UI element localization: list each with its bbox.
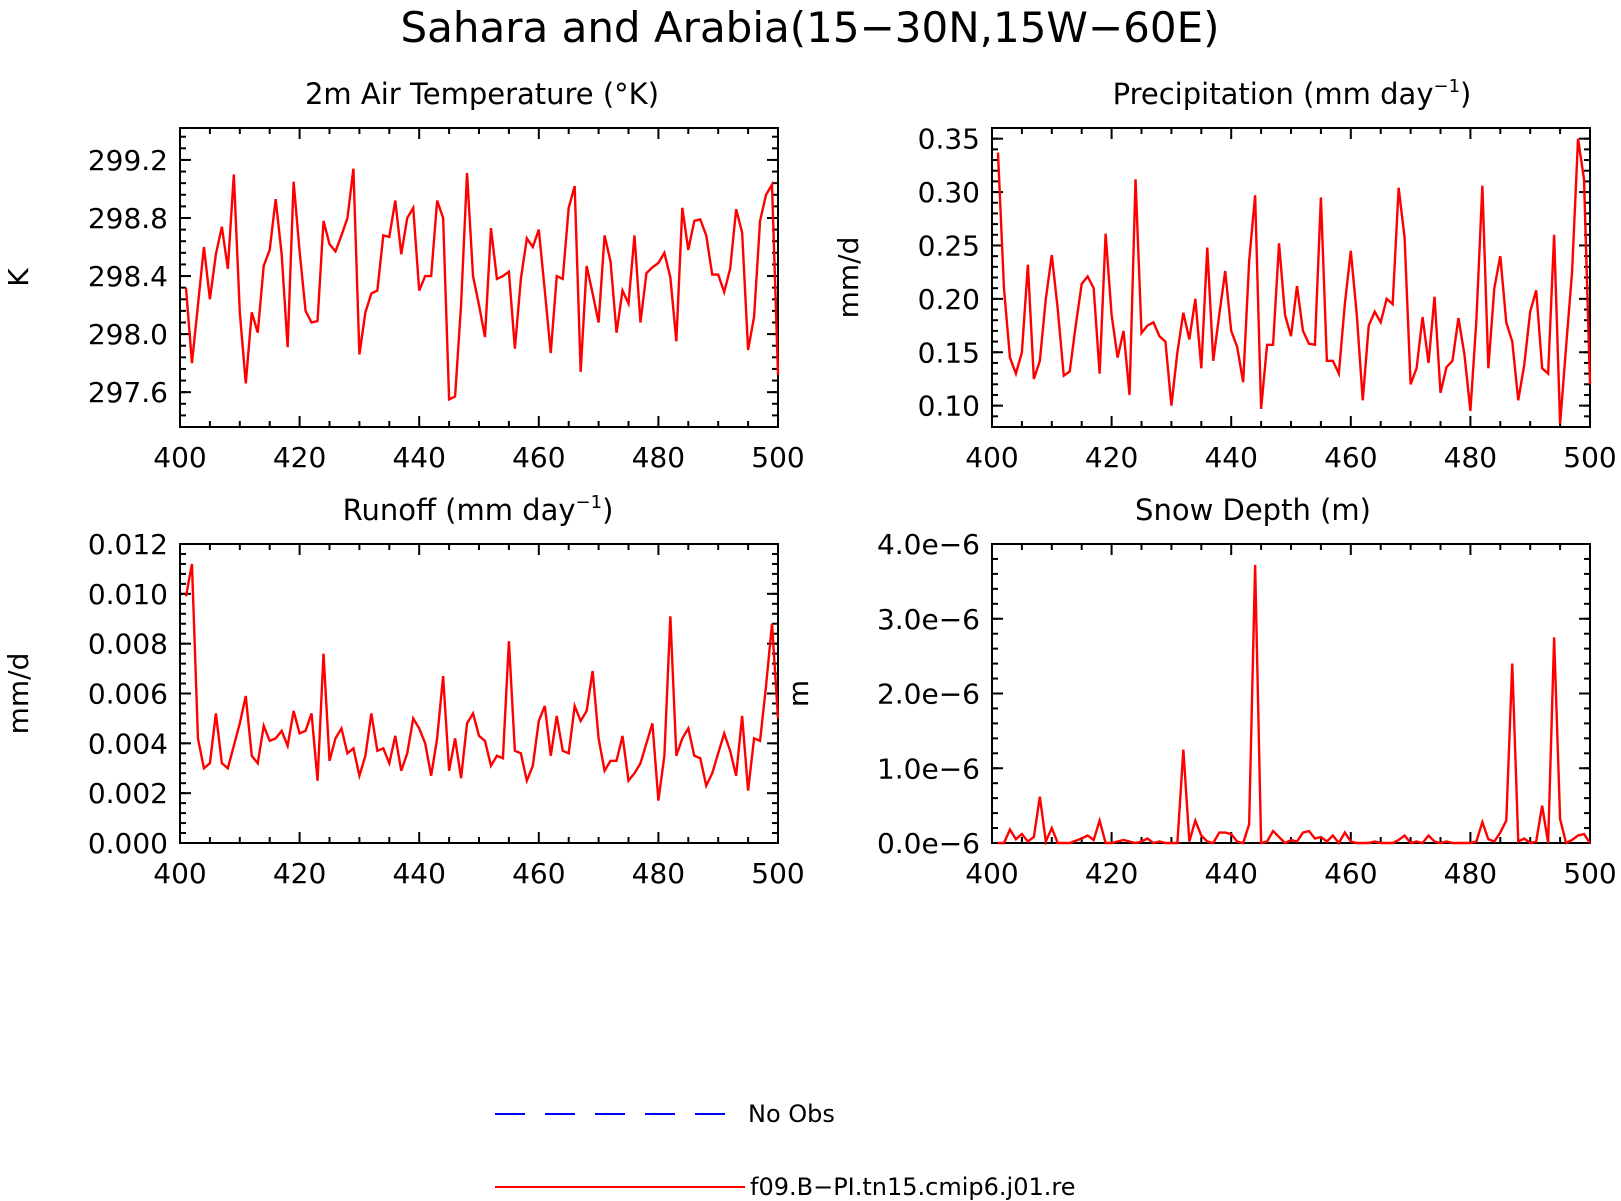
title-superscript: −1 bbox=[1433, 76, 1460, 97]
x-tick-label: 500 bbox=[751, 441, 804, 474]
y-tick-label: 0.006 bbox=[88, 678, 168, 711]
y-axis-label: mm/d bbox=[2, 653, 35, 735]
x-tick-label: 400 bbox=[153, 857, 206, 890]
x-tick-label: 480 bbox=[1444, 857, 1497, 890]
x-tick-label: 500 bbox=[1563, 857, 1616, 890]
y-tick-label: 0.25 bbox=[918, 229, 980, 262]
legend-no-obs-label: No Obs bbox=[748, 1100, 835, 1128]
y-tick-label: 0.20 bbox=[918, 283, 980, 316]
y-tick-label: 0.010 bbox=[88, 578, 168, 611]
y-axis-label: K bbox=[2, 268, 35, 287]
x-tick-label: 460 bbox=[512, 441, 565, 474]
plot-area: 400 420 440 460 480 500297.6298.0298.4298.829… bbox=[2, 127, 805, 474]
y-tick-label: 0.30 bbox=[918, 176, 980, 209]
y-axis-label: mm/d bbox=[832, 237, 865, 319]
panel-runoff: Runoff (mm day−1) 400 420 440 460 480 5000.00… bbox=[2, 492, 805, 890]
x-tick-label: 440 bbox=[392, 441, 445, 474]
y-tick-label: 0.012 bbox=[88, 528, 168, 561]
y-tick-label: 298.8 bbox=[88, 202, 168, 235]
y-tick-label: 0.10 bbox=[918, 390, 980, 423]
y-tick-label: 0.35 bbox=[918, 123, 980, 156]
y-tick-label: 4.0e−6 bbox=[877, 528, 980, 561]
y-axis-label: m bbox=[782, 680, 815, 707]
y-tick-label: 298.0 bbox=[88, 318, 168, 351]
y-tick-label: 0.15 bbox=[918, 336, 980, 369]
panel-precipitation: Precipitation (mm day−1) 400 420 440 460 480… bbox=[832, 76, 1617, 474]
y-ticks: 297.6 298.0 298.4 298.8 299.2 bbox=[88, 135, 778, 428]
y-tick-label: 298.4 bbox=[88, 260, 168, 293]
panel-air-temperature: 2m Air Temperature (°K) 400 420 440 460 480 5… bbox=[2, 77, 805, 474]
x-tick-label: 500 bbox=[751, 857, 804, 890]
y-tick-label: 0.000 bbox=[88, 827, 168, 860]
x-tick-label: 400 bbox=[965, 441, 1018, 474]
y-tick-label: 0.008 bbox=[88, 628, 168, 661]
x-tick-label: 460 bbox=[1324, 857, 1377, 890]
x-ticks: 400 420 440 460 480 500 bbox=[965, 128, 1617, 474]
x-ticks: 400 420 440 460 480 500 bbox=[965, 544, 1617, 890]
y-ticks: 0.10 0.15 0.20 0.25 0.30 0.35 bbox=[918, 123, 1590, 428]
series-line bbox=[184, 563, 780, 801]
x-tick-label: 460 bbox=[1324, 441, 1377, 474]
x-tick-label: 420 bbox=[1085, 441, 1138, 474]
y-ticks: 0.0e−6 1.0e−6 2.0e−6 3.0e−6 4.0e−6 bbox=[877, 528, 1590, 860]
x-tick-label: 500 bbox=[1563, 441, 1616, 474]
y-tick-label: 0.0e−6 bbox=[877, 827, 980, 860]
series-line bbox=[997, 564, 1591, 846]
x-tick-label: 480 bbox=[1444, 441, 1497, 474]
panel-snow-depth: Snow Depth (m) 400 420 440 460 480 500 0.0e−6 1… bbox=[782, 493, 1617, 890]
x-tick-label: 400 bbox=[965, 857, 1018, 890]
x-tick-label: 480 bbox=[632, 857, 685, 890]
panel-title: Runoff (mm day−1) bbox=[343, 492, 614, 527]
plot-area: 400 420 440 460 480 5000.0000.0020.0040.0060.… bbox=[2, 528, 805, 890]
legend: No Obs f09.B−PI.tn15.cmip6.j01.re bbox=[495, 1100, 1075, 1201]
y-tick-label: 2.0e−6 bbox=[877, 678, 980, 711]
panel-title: 2m Air Temperature (°K) bbox=[305, 77, 659, 111]
x-ticks: 400 420 440 460 480 500 bbox=[153, 544, 805, 890]
x-tick-label: 480 bbox=[632, 441, 685, 474]
series-line bbox=[996, 138, 1592, 424]
plot-frame bbox=[991, 543, 1591, 844]
x-tick-label: 420 bbox=[1085, 857, 1138, 890]
plot-frame bbox=[179, 543, 779, 844]
x-tick-label: 460 bbox=[512, 857, 565, 890]
y-tick-label: 0.002 bbox=[88, 777, 168, 810]
panel-title: Snow Depth (m) bbox=[1135, 493, 1371, 527]
plot-area: 400 420 440 460 480 5000.100.150.200.250.300.… bbox=[832, 123, 1617, 474]
x-tick-label: 400 bbox=[153, 441, 206, 474]
panel-title: Precipitation (mm day−1) bbox=[1113, 76, 1472, 111]
y-tick-label: 0.004 bbox=[88, 727, 168, 760]
x-ticks: 400 420 440 460 480 500 bbox=[153, 128, 805, 474]
plot-frame bbox=[991, 127, 1591, 428]
y-tick-label: 3.0e−6 bbox=[877, 603, 980, 636]
series-line bbox=[184, 168, 780, 402]
y-ticks: 0.000 0.002 0.004 0.006 0.008 0.010 0.012 bbox=[88, 528, 778, 860]
x-tick-label: 420 bbox=[273, 441, 326, 474]
y-tick-label: 1.0e−6 bbox=[877, 752, 980, 785]
x-tick-label: 440 bbox=[1204, 857, 1257, 890]
plot-frame bbox=[179, 127, 779, 428]
x-tick-label: 440 bbox=[1204, 441, 1257, 474]
title-superscript: −1 bbox=[576, 492, 603, 513]
y-tick-label: 299.2 bbox=[88, 144, 168, 177]
x-tick-label: 440 bbox=[392, 857, 445, 890]
x-tick-label: 420 bbox=[273, 857, 326, 890]
y-tick-label: 297.6 bbox=[88, 376, 168, 409]
plot-area: 400 420 440 460 480 500 0.0e−6 1.0e−6 2.0e−6 3.0e… bbox=[782, 528, 1617, 890]
figure-title: Sahara and Arabia(15−30N,15W−60E) bbox=[400, 3, 1219, 52]
legend-model-label: f09.B−PI.tn15.cmip6.j01.re bbox=[750, 1173, 1075, 1201]
